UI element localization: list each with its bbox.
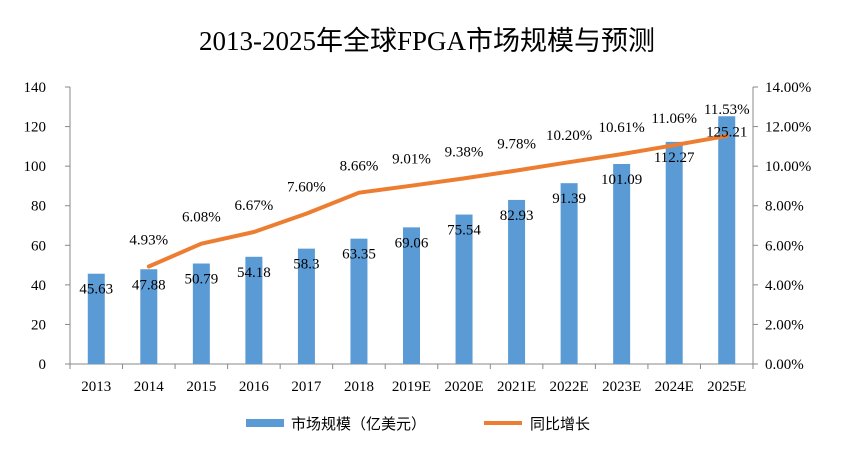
x-tick-label: 2015 — [186, 379, 216, 395]
bar-value-label: 75.54 — [447, 223, 481, 239]
legend: 市场规模（亿美元） 同比增长 — [246, 416, 590, 433]
bar — [140, 269, 158, 364]
y-left-tick-label: 140 — [24, 80, 47, 96]
growth-value-label: 4.93% — [129, 232, 168, 248]
y-right-tick-label: 4.00% — [765, 278, 804, 294]
growth-value-label: 11.53% — [704, 102, 750, 118]
y-right-tick-label: 2.00% — [765, 317, 804, 333]
bar — [297, 248, 315, 364]
x-tick-label: 2016 — [239, 379, 270, 395]
y-right-tick-label: 10.00% — [765, 159, 811, 175]
bar — [403, 227, 420, 364]
bar — [245, 256, 263, 364]
y-right-tick-label: 14.00% — [765, 80, 811, 96]
y-left-tick-label: 20 — [31, 317, 46, 333]
bar-value-label: 47.88 — [132, 277, 166, 293]
bar-value-label: 82.93 — [500, 208, 534, 224]
growth-value-label: 6.67% — [235, 198, 274, 214]
y-left-tick-label: 40 — [31, 278, 46, 294]
x-tick-label: 2018 — [344, 379, 374, 395]
bar — [560, 183, 578, 364]
bar — [87, 273, 105, 364]
y-right-tick-label: 6.00% — [765, 238, 804, 254]
bar-value-label: 101.09 — [601, 172, 642, 188]
bar — [613, 163, 631, 364]
y-left-tick-label: 120 — [24, 120, 47, 136]
growth-value-label: 8.66% — [340, 159, 379, 175]
y-right-tick-label: 8.00% — [765, 199, 804, 215]
bar — [455, 214, 473, 364]
legend-label-line: 同比增长 — [530, 416, 590, 433]
bar-value-label: 91.39 — [552, 191, 586, 207]
growth-value-label: 9.78% — [497, 136, 536, 152]
bar-value-label: 112.27 — [654, 150, 695, 166]
bar-value-label: 50.79 — [184, 272, 218, 288]
bar-value-label: 58.3 — [293, 257, 319, 273]
y-left-tick-label: 100 — [24, 159, 47, 175]
y-right-tick-label: 12.00% — [765, 120, 811, 136]
growth-value-label: 10.61% — [599, 120, 645, 136]
line-series — [146, 133, 729, 269]
growth-value-label: 9.38% — [445, 144, 484, 160]
legend-label-bar: 市场规模（亿美元） — [291, 416, 426, 433]
bar — [192, 263, 210, 364]
y-right-tick-label: 0.00% — [765, 357, 804, 373]
bar — [665, 141, 683, 364]
x-tick-label: 2022E — [550, 379, 589, 395]
y-left-tick-label: 80 — [31, 199, 46, 215]
x-tick-label: 2024E — [655, 379, 694, 395]
bar — [508, 199, 526, 364]
bar-value-label: 63.35 — [342, 247, 376, 263]
x-tick-label: 2014 — [134, 379, 165, 395]
growth-value-label: 9.01% — [392, 152, 431, 168]
bar — [718, 116, 736, 365]
bar-value-label: 69.06 — [395, 235, 429, 251]
x-tick-label: 2017 — [291, 379, 322, 395]
x-tick-label: 2023E — [602, 379, 641, 395]
growth-line — [146, 133, 729, 269]
x-tick-label: 2025E — [707, 379, 746, 395]
bar-series — [87, 116, 736, 365]
growth-value-label: 7.60% — [287, 180, 326, 196]
growth-value-label: 6.08% — [182, 210, 221, 226]
x-tick-label: 2013 — [81, 379, 111, 395]
x-tick-label: 2021E — [497, 379, 536, 395]
y-left-tick-label: 60 — [31, 238, 46, 254]
bar-value-label: 45.63 — [79, 282, 113, 298]
x-tick-label: 2020E — [444, 379, 483, 395]
x-tick-label: 2019E — [392, 379, 431, 395]
bar — [350, 238, 368, 364]
bar-value-label: 125.21 — [706, 124, 747, 140]
growth-value-label: 10.20% — [546, 128, 592, 144]
growth-value-label: 11.06% — [651, 111, 697, 127]
data-labels: 45.63 47.88 50.79 54.18 58.3 63.35 69.06 75.54 8… — [79, 102, 749, 298]
y-left-tick-label: 0 — [39, 357, 47, 373]
bar-value-label: 54.18 — [237, 265, 271, 281]
axes: 0 20 40 60 80 100 120 140 0.00% 2.00% 4.00% 6.00% 8.… — [24, 80, 812, 395]
chart-title: 2013-2025年全球FPGA市场规模与预测 — [199, 26, 655, 56]
legend-swatch-bar — [246, 419, 284, 427]
